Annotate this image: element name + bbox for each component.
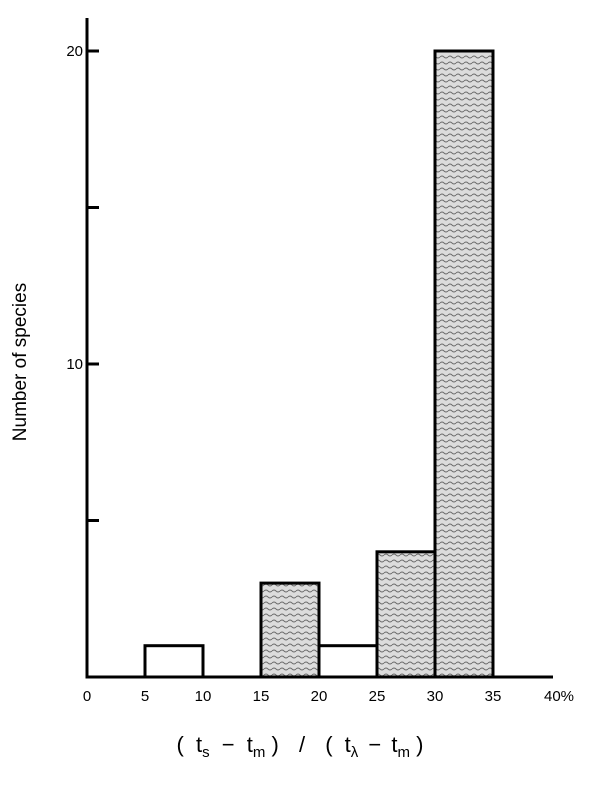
y-axis-label: Number of species bbox=[10, 283, 31, 441]
x-tick-label: 20 bbox=[311, 688, 328, 705]
x-tick-label: 35 bbox=[485, 688, 502, 705]
x-ticks-group: 0 5 10 15 20 25 30 35 40% bbox=[83, 688, 574, 705]
histogram-bar bbox=[317, 644, 379, 679]
x-tick-label: 10 bbox=[195, 688, 212, 705]
y-tick-label: 10 bbox=[66, 356, 83, 373]
histogram-bar bbox=[259, 581, 321, 679]
histogram-bar bbox=[375, 550, 437, 679]
histogram-bar bbox=[143, 644, 205, 679]
x-tick-label: 25 bbox=[369, 688, 386, 705]
x-axis-label: ( ts − tm ) / ( tλ − tm ) bbox=[177, 732, 424, 762]
axes-group bbox=[85, 18, 553, 679]
x-tick-label: 40% bbox=[544, 688, 574, 705]
x-tick-label: 30 bbox=[427, 688, 444, 705]
histogram-bar bbox=[433, 49, 495, 679]
y-tick-label: 20 bbox=[66, 43, 83, 60]
bars-group bbox=[143, 49, 495, 679]
x-tick-label: 15 bbox=[253, 688, 270, 705]
x-tick-label: 0 bbox=[83, 688, 91, 705]
x-tick-label: 5 bbox=[141, 688, 149, 705]
